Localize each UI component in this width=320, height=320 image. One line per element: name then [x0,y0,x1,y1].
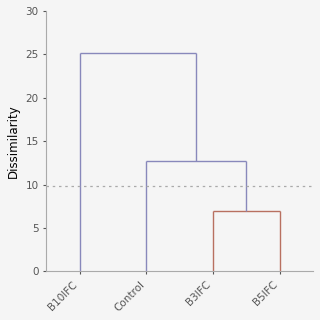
Y-axis label: Dissimilarity: Dissimilarity [7,104,20,178]
